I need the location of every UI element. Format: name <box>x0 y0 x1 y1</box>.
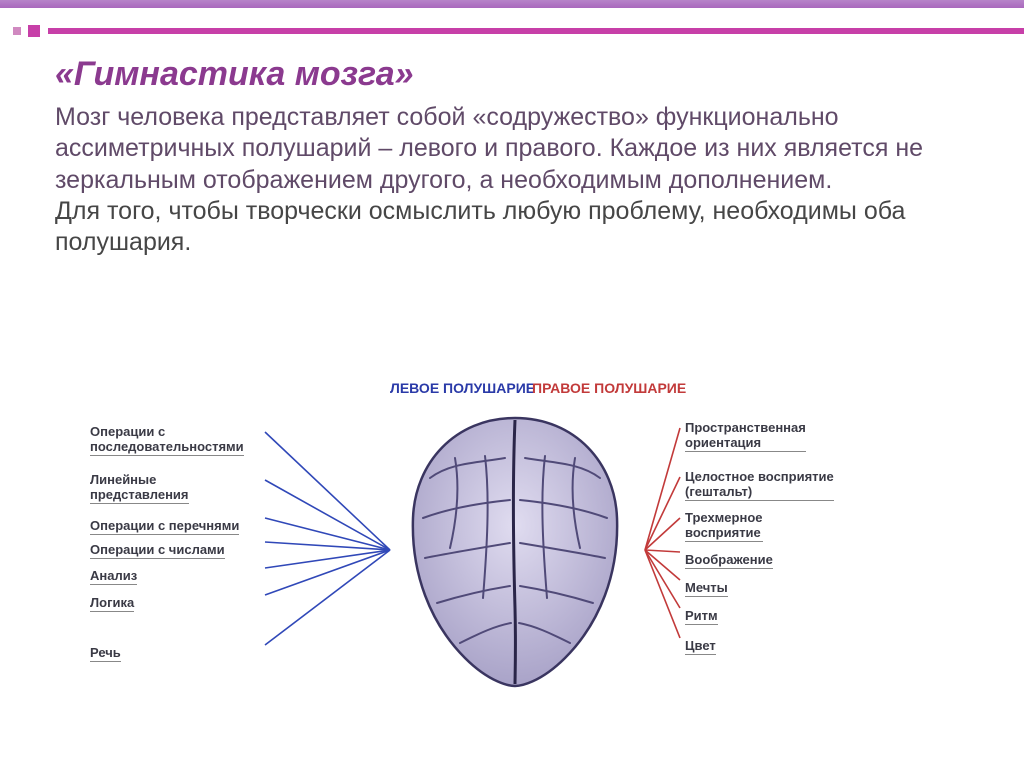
left-label: Операции с перечнями <box>90 518 239 537</box>
label-text: Воображение <box>685 552 773 569</box>
top-gradient-bar <box>0 0 1024 8</box>
left-label: Операции споследовательностями <box>90 424 244 458</box>
right-label: Цвет <box>685 638 716 657</box>
left-label: Анализ <box>90 568 137 587</box>
brain-diagram: ЛЕВОЕ ПОЛУШАРИЕ ПРАВОЕ ПОЛУШАРИЕ <box>0 380 1024 750</box>
left-label: Логика <box>90 595 134 614</box>
text-content: «Гимнастика мозга» Мозг человека предста… <box>55 55 984 258</box>
label-text: Пространственнаяориентация <box>685 420 806 452</box>
label-text: Логика <box>90 595 134 612</box>
label-text: Анализ <box>90 568 137 585</box>
right-label: Трехмерноевосприятие <box>685 510 763 544</box>
label-text: Операции с перечнями <box>90 518 239 535</box>
accent-bar <box>48 28 1024 34</box>
right-label: Ритм <box>685 608 718 627</box>
right-label: Пространственнаяориентация <box>685 420 806 454</box>
label-text: Целостное восприятие(гештальт) <box>685 469 834 501</box>
label-text: Цвет <box>685 638 716 655</box>
paragraph-2: Для того, чтобы творчески осмыслить любу… <box>55 196 984 259</box>
label-text: Операции споследовательностями <box>90 424 244 456</box>
slide-title: «Гимнастика мозга» <box>55 55 984 94</box>
paragraph-1: Мозг человека представляет собой «содруж… <box>55 102 984 196</box>
label-text: Операции с числами <box>90 542 225 559</box>
left-label: Линейныепредставления <box>90 472 189 506</box>
label-text: Ритм <box>685 608 718 625</box>
right-label: Целостное восприятие(гештальт) <box>685 469 834 503</box>
label-text: Мечты <box>685 580 728 597</box>
label-text: Речь <box>90 645 121 662</box>
left-label: Речь <box>90 645 121 664</box>
label-text: Трехмерноевосприятие <box>685 510 763 542</box>
right-label: Воображение <box>685 552 773 571</box>
left-label: Операции с числами <box>90 542 225 561</box>
right-label: Мечты <box>685 580 728 599</box>
label-text: Линейныепредставления <box>90 472 189 504</box>
